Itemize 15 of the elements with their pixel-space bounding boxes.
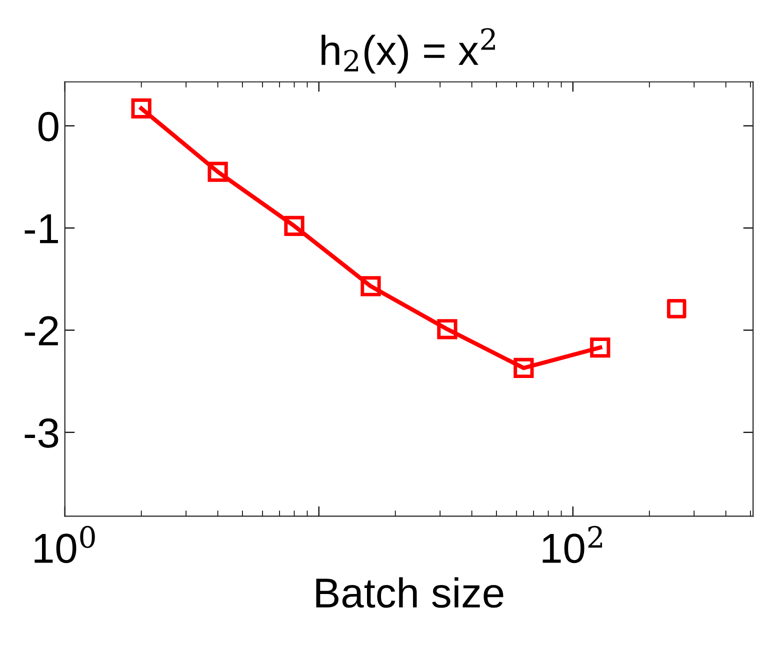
point — [284, 216, 304, 236]
x-tick-label: 10$^{0}$ — [34, 526, 95, 564]
y-tick-label: -2 — [24, 316, 58, 346]
point — [437, 319, 458, 340]
y-tick-label: 0 — [38, 112, 58, 142]
y-tick-label: -3 — [24, 418, 58, 448]
y-tick-label: -1 — [24, 214, 58, 244]
point — [208, 162, 228, 182]
point — [590, 337, 610, 358]
chart-title: h$_{2}$(x) = x$^{2}$ — [322, 28, 495, 74]
point — [360, 276, 381, 296]
x-tick-label: 10$^{2}$ — [542, 526, 602, 564]
point — [514, 358, 534, 378]
x-axis-title: Batch size — [316, 577, 504, 608]
point — [131, 98, 152, 119]
